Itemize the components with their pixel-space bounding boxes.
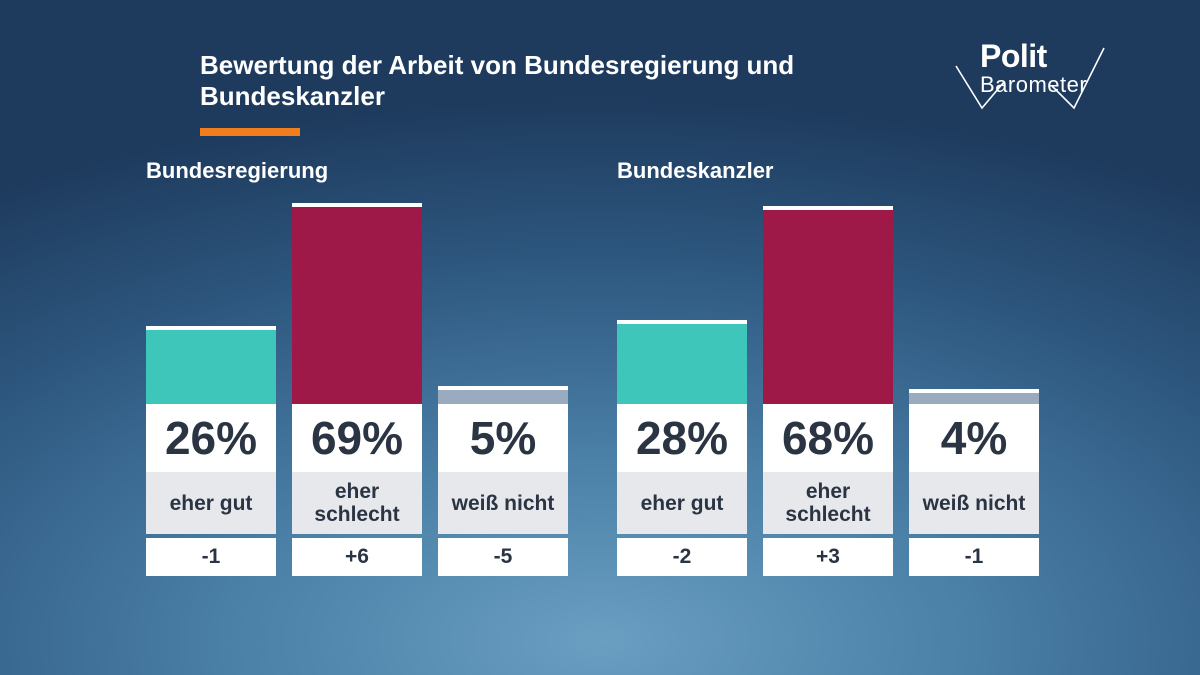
category-label: weiß nicht bbox=[909, 472, 1039, 534]
value-label: 26% bbox=[146, 404, 276, 472]
value-label: 68% bbox=[763, 404, 893, 472]
politbarometer-logo: Polit Barometer bbox=[952, 38, 1112, 116]
bar-top-line bbox=[617, 320, 747, 324]
logo-text-barometer: Barometer bbox=[980, 72, 1088, 97]
bar-eher-gut bbox=[146, 329, 276, 404]
change-label: -1 bbox=[146, 538, 276, 576]
bar-eher-gut bbox=[617, 324, 747, 404]
category-label: eher gut bbox=[617, 472, 747, 534]
logo-text-polit: Polit bbox=[980, 38, 1047, 74]
change-label: -1 bbox=[909, 538, 1039, 576]
bar-top-line bbox=[763, 205, 893, 210]
checkmark-icon bbox=[955, 47, 1105, 110]
bar-weiss-nicht bbox=[438, 389, 568, 404]
category-label: eher schlecht bbox=[292, 472, 422, 534]
change-label: -5 bbox=[438, 538, 568, 576]
chart-title: Bewertung der Arbeit von Bundesregierung… bbox=[200, 50, 795, 111]
title-accent-bar bbox=[200, 128, 300, 136]
category-label: eher gut bbox=[146, 472, 276, 534]
value-label: 69% bbox=[292, 404, 422, 472]
bar-top-line bbox=[146, 325, 276, 330]
panel-heading: Bundeskanzler bbox=[617, 158, 774, 183]
bar-top-line bbox=[438, 385, 568, 390]
category-label: weiß nicht bbox=[438, 472, 568, 534]
value-label: 4% bbox=[909, 404, 1039, 472]
value-label: 5% bbox=[438, 404, 568, 472]
bar-top-line bbox=[909, 388, 1039, 393]
change-label: +6 bbox=[292, 538, 422, 576]
change-label: +3 bbox=[763, 538, 893, 576]
bar-eher-schlecht bbox=[292, 206, 422, 404]
panel-heading: Bundesregierung bbox=[146, 158, 329, 183]
bar-weiss-nicht bbox=[909, 392, 1039, 404]
category-label: eher schlecht bbox=[763, 472, 893, 534]
change-label: -2 bbox=[617, 538, 747, 576]
bar-top-line bbox=[292, 202, 422, 207]
bar-eher-schlecht bbox=[763, 209, 893, 404]
value-label: 28% bbox=[617, 404, 747, 472]
